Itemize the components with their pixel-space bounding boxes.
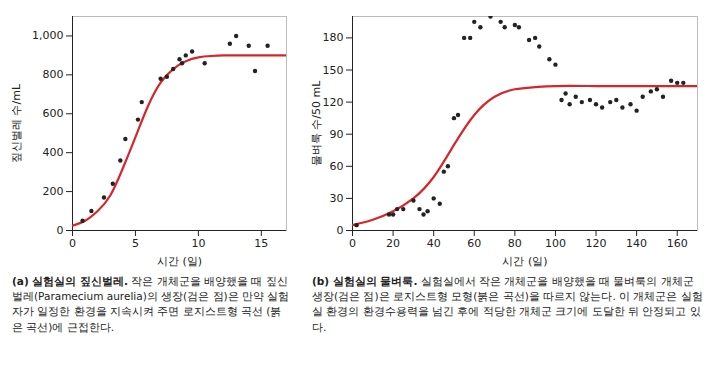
svg-text:200: 200: [43, 185, 64, 198]
svg-text:100: 100: [545, 237, 566, 250]
svg-text:90: 90: [330, 128, 344, 141]
svg-text:30: 30: [330, 192, 344, 205]
svg-text:400: 400: [43, 146, 64, 159]
svg-text:0: 0: [337, 224, 344, 237]
svg-text:120: 120: [323, 96, 344, 109]
svg-text:150: 150: [323, 64, 344, 77]
svg-text:짚신벌레 수/mL: 짚신벌레 수/mL: [10, 83, 23, 163]
svg-text:800: 800: [43, 68, 64, 81]
html-text:(b) 실험실의 물벼룩.실험실에서 작은 개체군을 배양했: (b) 실험실의 물벼룩.실험실에서 작은 개체군을 배양했을 때 물벼룩의 개…: [312, 275, 703, 333]
svg-text:5: 5: [132, 237, 139, 250]
svg-text:140: 140: [626, 237, 647, 250]
svg-text:60: 60: [330, 160, 344, 173]
svg-text:0: 0: [349, 237, 356, 250]
svg-text:180: 180: [323, 31, 344, 44]
svg-text:0: 0: [57, 224, 64, 237]
html-text:(a) 실험실의 짚신벌레.작은 개체군을 배양했을 때 짚: (a) 실험실의 짚신벌레.작은 개체군을 배양했을 때 짚신벌레(Parame…: [12, 275, 290, 333]
svg-text:80: 80: [508, 237, 522, 250]
svg-text:600: 600: [43, 107, 64, 120]
svg-text:10: 10: [191, 237, 205, 250]
svg-text:시간 (일): 시간 (일): [157, 255, 202, 268]
svg-text:시간 (일): 시간 (일): [502, 255, 547, 268]
svg-text:160: 160: [667, 237, 688, 250]
svg-text:0: 0: [69, 237, 76, 250]
svg-text:60: 60: [467, 237, 481, 250]
svg-text:15: 15: [254, 237, 268, 250]
svg-text:40: 40: [427, 237, 441, 250]
svg-text:1,000: 1,000: [32, 29, 64, 42]
svg-text:20: 20: [386, 237, 400, 250]
svg-text:물벼룩 수/50 mL: 물벼룩 수/50 mL: [310, 80, 323, 166]
svg-text:120: 120: [586, 237, 607, 250]
